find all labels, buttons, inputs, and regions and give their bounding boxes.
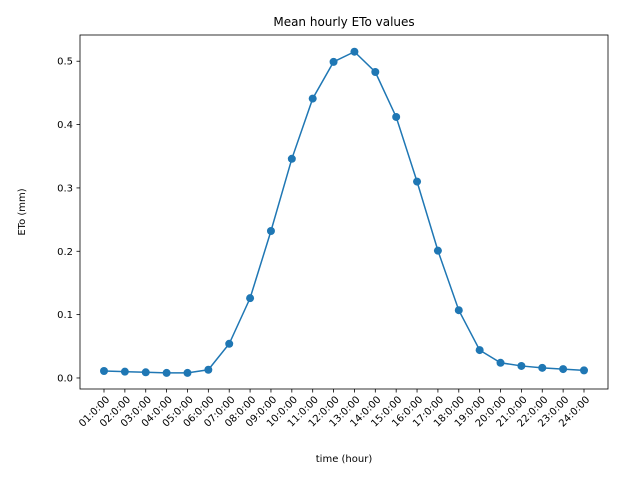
series-layer: [100, 47, 588, 377]
data-point: [100, 367, 108, 376]
data-point: [475, 346, 484, 355]
y-tick-label: 0.5: [57, 57, 73, 68]
series-line: [103, 50, 585, 374]
data-point: [371, 67, 380, 76]
y-tick-label: 0.1: [57, 310, 73, 321]
y-tick-label: 0.2: [57, 247, 73, 258]
data-point: [308, 94, 317, 103]
data-point: [392, 112, 401, 121]
y-tick-label: 0.0: [57, 373, 73, 384]
data-point: [413, 177, 422, 186]
data-point: [559, 365, 568, 374]
y-tick-label: 0.3: [57, 183, 73, 194]
data-point: [433, 246, 442, 255]
plot-frame: [79, 34, 609, 390]
data-point: [225, 339, 234, 348]
y-axis-label: ETo (mm): [17, 188, 28, 235]
data-point: [496, 358, 505, 367]
plot-area: 0.0 0.1 0.2 0.3 0.4 0.5 01:0:0002:0:0003:0:00…: [57, 34, 609, 430]
data-point: [350, 47, 359, 56]
y-tick-label: 0.4: [57, 120, 73, 131]
data-point: [517, 361, 526, 370]
data-point: [329, 57, 338, 66]
data-point: [454, 306, 463, 315]
data-point: [183, 368, 192, 377]
data-point: [266, 227, 275, 236]
data-point: [162, 368, 171, 377]
x-axis-label: time (hour): [316, 454, 373, 465]
chart-title: Mean hourly ETo values: [273, 15, 414, 29]
data-point: [246, 294, 255, 303]
data-point: [120, 367, 129, 376]
data-point: [287, 154, 296, 163]
data-point: [204, 365, 213, 374]
data-point: [580, 366, 588, 375]
data-point: [141, 368, 150, 377]
data-point: [538, 363, 547, 372]
x-axis: 01:0:0002:0:0003:0:0004:0:0005:0:0006:0:…: [77, 389, 592, 430]
y-axis: 0.0 0.1 0.2 0.3 0.4 0.5: [57, 57, 80, 384]
